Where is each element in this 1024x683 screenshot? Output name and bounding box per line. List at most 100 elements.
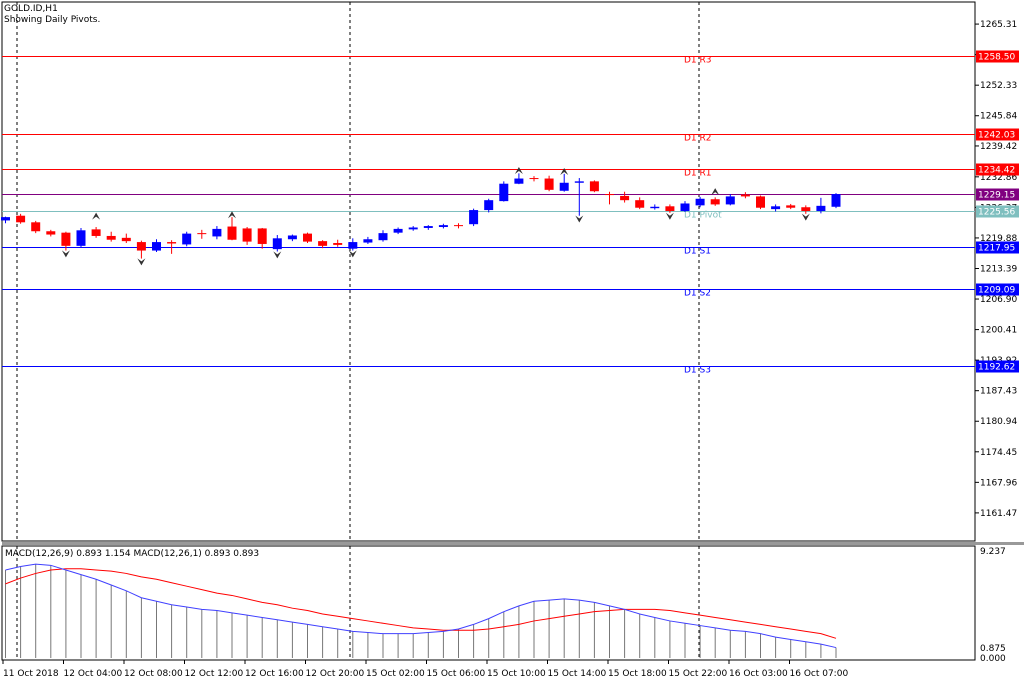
- x-axis-tick-label: 12 Oct 08:00: [124, 669, 183, 679]
- fractal-down-arrow: [273, 251, 282, 259]
- fractal-down-arrow: [665, 212, 674, 220]
- fractal-up-arrow: [92, 212, 101, 220]
- x-axis-tick-label: 15 Oct 22:00: [669, 669, 728, 679]
- fractal-down-arrow: [137, 258, 146, 266]
- candle-body: [816, 205, 826, 212]
- candle-body: [635, 200, 645, 208]
- fractal-down-arrow: [348, 250, 357, 258]
- fractal-up-arrow: [560, 167, 569, 175]
- y-axis-tick-label: 1174.45: [980, 448, 1017, 458]
- candle-body: [167, 242, 177, 244]
- x-axis-tick-label: 16 Oct 07:00: [790, 669, 849, 679]
- candle-body: [408, 227, 418, 230]
- fractal-down-arrow: [61, 250, 70, 258]
- x-axis-tick-label: 12 Oct 04:00: [64, 669, 123, 679]
- candle-body: [91, 229, 101, 236]
- pivot-price-tag: [976, 360, 1019, 373]
- candle-body: [665, 206, 675, 212]
- candle-body: [393, 228, 403, 233]
- current-price-tag-text: 1229.15: [978, 191, 1015, 201]
- y-axis-tick-label: 1206.90: [980, 295, 1017, 305]
- candle-body: [544, 178, 554, 190]
- candle-body: [469, 210, 479, 225]
- candle-body: [16, 215, 26, 223]
- pivot-price-tag: [976, 241, 1019, 254]
- candle-body: [454, 225, 463, 227]
- candle-body: [620, 195, 630, 201]
- pivot-price-tag-text: 1258.50: [978, 53, 1015, 63]
- pivot-line-label: D1 R3: [684, 56, 712, 66]
- candle-body: [831, 194, 841, 207]
- macd-signal-line: [5, 568, 837, 639]
- candle-body: [46, 231, 56, 235]
- pivot-price-tag: [976, 163, 1019, 176]
- pivot-price-tag-text: 1225.56: [978, 208, 1015, 218]
- candle-body: [1, 217, 10, 221]
- macd-plot-frame: [1, 545, 976, 661]
- x-axis-tick-label: 12 Oct 12:00: [185, 669, 244, 679]
- pivot-line-label: D1 R1: [684, 169, 712, 179]
- candle-body: [756, 196, 765, 208]
- chart-symbol-label: GOLD.ID,H1: [4, 4, 58, 14]
- candle-body: [348, 242, 358, 249]
- macd-y-tick-label: 0.000: [980, 654, 1006, 664]
- candle-body: [740, 194, 750, 197]
- fractal-up-arrow: [514, 166, 523, 174]
- candle-body: [771, 206, 781, 210]
- macd-main-line: [5, 563, 837, 649]
- x-axis-tick-label: 16 Oct 03:00: [729, 669, 788, 679]
- y-axis-tick-label: 1167.96: [980, 478, 1017, 488]
- candle-body: [227, 226, 237, 240]
- candle-body: [725, 196, 735, 205]
- pivot-price-tag-text: 1234.42: [978, 166, 1015, 176]
- candle-body: [61, 232, 71, 246]
- candle-body: [152, 242, 161, 251]
- pivot-price-tag: [976, 283, 1019, 296]
- fractal-up-arrow: [228, 211, 236, 219]
- candle-body: [574, 181, 584, 183]
- candle-body: [121, 237, 131, 242]
- pivot-line-label: D1 S2: [684, 289, 711, 299]
- current-price-tag: [976, 188, 1019, 201]
- y-axis-tick-label: 1245.84: [980, 112, 1017, 122]
- candle-body: [499, 183, 509, 202]
- y-axis-tick-label: 1213.39: [980, 264, 1017, 274]
- x-axis-tick-label: 15 Oct 10:00: [487, 669, 546, 679]
- macd-y-tick-label: 0.875: [980, 644, 1006, 654]
- fractal-up-arrow: [711, 188, 720, 196]
- y-axis-tick-label: 1239.42: [980, 142, 1017, 152]
- candle-body: [423, 226, 433, 228]
- candle-body: [287, 235, 297, 240]
- macd-indicator-label: MACD(12,26,9) 0.893 1.154 MACD(12,26,1) …: [5, 549, 259, 559]
- candle-body: [363, 239, 373, 243]
- candle-body: [605, 194, 614, 196]
- x-axis-tick-label: 15 Oct 02:00: [366, 669, 425, 679]
- x-axis-tick-label: 15 Oct 06:00: [427, 669, 486, 679]
- fractal-down-arrow: [575, 215, 584, 223]
- pivot-price-tag-text: 1242.03: [978, 131, 1015, 141]
- candle-body: [136, 242, 146, 251]
- pivot-line-label: D1 R2: [684, 134, 712, 144]
- x-axis-tick-label: 11 Oct 2018: [3, 669, 59, 679]
- pivot-price-tag-text: 1217.95: [978, 244, 1015, 254]
- y-axis-tick-label: 1252.33: [980, 81, 1017, 91]
- y-axis-tick-label: 1219.88: [980, 234, 1017, 244]
- candle-body: [650, 206, 660, 209]
- pivot-price-tag-text: 1192.62: [978, 363, 1015, 373]
- candle-body: [484, 200, 494, 211]
- y-axis-tick-label: 1180.94: [980, 417, 1017, 427]
- main-plot-frame: [1, 1, 976, 542]
- x-axis-tick-label: 15 Oct 18:00: [608, 669, 667, 679]
- candle-body: [303, 233, 312, 242]
- candle-body: [695, 198, 705, 206]
- candle-body: [106, 235, 116, 240]
- candle-body: [333, 243, 343, 245]
- candle-body: [378, 233, 388, 241]
- y-axis-tick-label: 1200.41: [980, 326, 1017, 336]
- candle-body: [710, 199, 720, 205]
- candle-body: [31, 222, 41, 232]
- candle-body: [242, 228, 252, 242]
- candle-body: [272, 238, 282, 250]
- fractal-down-arrow: [801, 213, 810, 221]
